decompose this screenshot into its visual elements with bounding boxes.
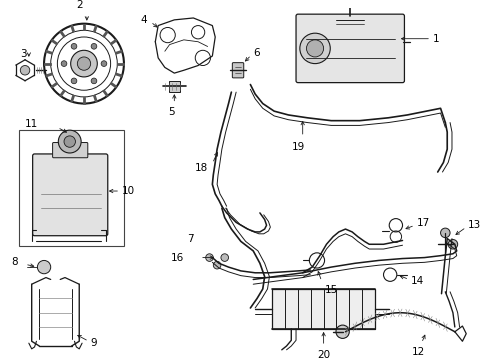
FancyBboxPatch shape — [33, 154, 107, 236]
Circle shape — [205, 254, 213, 261]
Text: 17: 17 — [416, 219, 429, 228]
Circle shape — [335, 325, 348, 338]
Circle shape — [91, 78, 97, 84]
Circle shape — [61, 61, 67, 67]
Circle shape — [101, 61, 106, 67]
Circle shape — [64, 136, 75, 147]
Circle shape — [299, 33, 329, 64]
Circle shape — [306, 40, 323, 57]
FancyBboxPatch shape — [232, 63, 243, 78]
Text: 5: 5 — [168, 107, 174, 117]
Text: 1: 1 — [432, 34, 439, 44]
Text: 8: 8 — [12, 257, 19, 267]
Text: 20: 20 — [316, 350, 329, 360]
Text: 19: 19 — [291, 141, 304, 152]
Circle shape — [77, 57, 90, 70]
Bar — [168, 81, 180, 92]
Text: 10: 10 — [122, 186, 135, 196]
Text: 7: 7 — [186, 234, 193, 244]
Circle shape — [213, 261, 221, 269]
Text: 16: 16 — [170, 253, 183, 262]
Text: 15: 15 — [324, 285, 337, 295]
Circle shape — [20, 66, 30, 75]
Circle shape — [221, 254, 228, 261]
Circle shape — [71, 44, 77, 49]
Circle shape — [58, 130, 81, 153]
Circle shape — [91, 44, 97, 49]
Text: 11: 11 — [25, 120, 38, 130]
Circle shape — [71, 50, 97, 77]
FancyBboxPatch shape — [295, 14, 404, 83]
Text: 9: 9 — [90, 338, 97, 348]
Text: 14: 14 — [410, 276, 424, 286]
Circle shape — [440, 228, 449, 238]
Circle shape — [71, 78, 77, 84]
Text: 12: 12 — [411, 347, 425, 357]
Text: 18: 18 — [194, 163, 207, 173]
Text: 2: 2 — [76, 0, 82, 10]
Circle shape — [37, 260, 51, 274]
Bar — [272, 289, 374, 329]
Text: 4: 4 — [140, 15, 146, 25]
Text: 3: 3 — [20, 49, 26, 59]
Bar — [20, 130, 123, 246]
FancyBboxPatch shape — [53, 143, 88, 158]
Text: 6: 6 — [253, 48, 259, 58]
Circle shape — [447, 239, 457, 249]
Text: 13: 13 — [467, 220, 480, 230]
